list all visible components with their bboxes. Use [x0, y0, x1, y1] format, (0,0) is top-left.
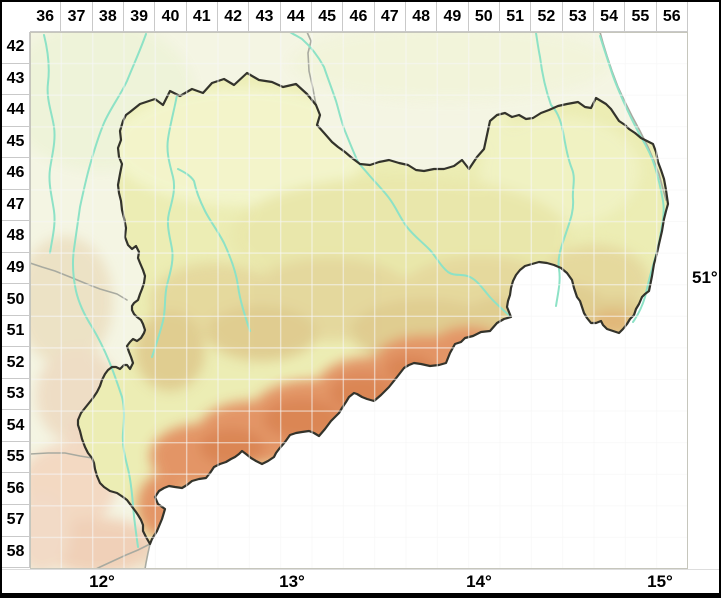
column-header-row: 36 37 38 39 40 41 42 43 44 45 46 47 48 49 50 51 52 53 54 55…	[30, 2, 688, 32]
column-label: 47	[374, 2, 406, 32]
map-frame	[30, 32, 688, 569]
row-label: 53	[2, 378, 30, 411]
saxony-topographic-map	[5, 21, 689, 593]
column-label: 54	[593, 2, 626, 32]
row-label: 51	[2, 315, 30, 348]
column-label: 50	[468, 2, 500, 32]
row-label: 46	[2, 158, 30, 190]
saxony-border-outline	[76, 71, 670, 546]
row-label: 45	[2, 126, 30, 159]
latitude-label: 51°	[692, 268, 718, 287]
row-label: 57	[2, 504, 30, 537]
row-label: 49	[2, 252, 30, 285]
row-header-column: 42 43 44 45 46 47 48 49 50 51 52 53 54 55 56 57 58	[2, 32, 30, 569]
row-label: 54	[2, 410, 30, 442]
column-label: 41	[186, 2, 218, 32]
border-saxony-anhalt-thuringia	[29, 262, 128, 301]
river-saale	[43, 34, 56, 254]
column-label: 45	[311, 2, 344, 32]
czech-poland-white-region	[144, 32, 688, 569]
row-label: 47	[2, 189, 30, 222]
river-spree	[535, 32, 575, 307]
column-label: 49	[437, 2, 469, 32]
river-freiberger-mulde	[177, 168, 251, 332]
border-saxony-anhalt-brandenburg	[306, 31, 317, 106]
grid-corner-cell	[2, 2, 31, 33]
column-label: 36	[30, 2, 62, 32]
column-label: 55	[625, 2, 657, 32]
row-label: 52	[2, 347, 30, 379]
row-label: 42	[2, 32, 30, 64]
border-thuringia-bavaria	[29, 452, 93, 459]
column-label: 38	[92, 2, 124, 32]
longitude-margin: 12° 13° 14° 15°	[2, 569, 719, 593]
column-label: 42	[217, 2, 250, 32]
row-label: 50	[2, 284, 30, 316]
column-label: 52	[531, 2, 563, 32]
column-label: 43	[249, 2, 281, 32]
column-label: 53	[562, 2, 594, 32]
longitude-label: 15°	[647, 572, 673, 591]
row-label: 43	[2, 63, 30, 96]
row-label: 55	[2, 441, 30, 474]
row-label: 44	[2, 95, 30, 127]
row-label: 48	[2, 221, 30, 253]
column-label: 37	[61, 2, 93, 32]
longitude-label: 13°	[279, 572, 305, 591]
longitude-label: 14°	[466, 572, 492, 591]
river-neisse	[599, 35, 665, 323]
column-label: 44	[280, 2, 312, 32]
column-label: 39	[123, 2, 156, 32]
map-canvas	[5, 21, 689, 593]
latitude-margin: 51°	[688, 2, 719, 593]
column-label: 46	[343, 2, 375, 32]
river-mulde	[151, 94, 178, 358]
longitude-label: 12°	[89, 572, 115, 591]
column-label: 51	[499, 2, 532, 32]
row-label: 58	[2, 536, 30, 569]
column-label: 48	[405, 2, 438, 32]
row-label: 56	[2, 473, 30, 505]
column-label: 56	[656, 2, 688, 32]
column-label: 40	[155, 2, 187, 32]
